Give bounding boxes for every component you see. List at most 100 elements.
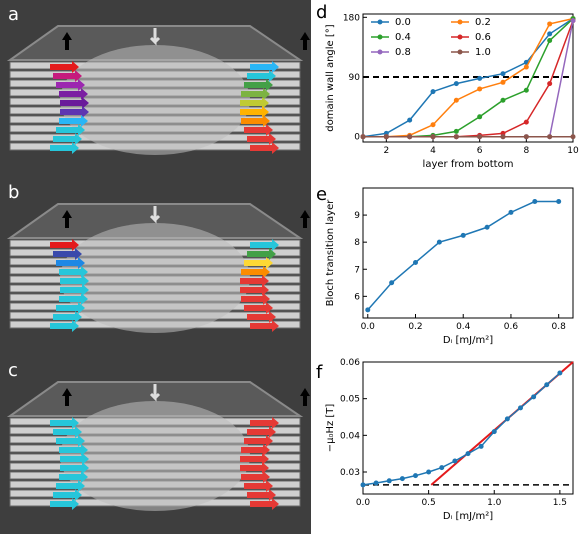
spin-arrow-left-wall xyxy=(59,115,88,127)
y-axis-label: domain wall angle [°] xyxy=(325,24,336,131)
y-tick-label: 0.06 xyxy=(340,358,360,368)
data-point xyxy=(465,451,471,457)
data-point xyxy=(570,134,576,140)
chart-f: f 0.0 0.5 1.0 1.5 0.03 0.04 0.05 0.06 Dᵢ [mJ/m²]… xyxy=(316,358,574,522)
spin-arrow-right-wall xyxy=(250,417,279,429)
legend-marker xyxy=(457,34,463,40)
data-point xyxy=(532,199,538,205)
x-tick-label: 4 xyxy=(430,146,436,156)
panel-label-d: d xyxy=(316,2,327,23)
spin-arrow-right-wall xyxy=(247,133,276,145)
spin-arrow-left-wall xyxy=(59,266,88,278)
spin-arrow-right-wall xyxy=(244,302,273,314)
spin-arrow-left-wall xyxy=(50,417,79,429)
x-tick-label: 6 xyxy=(477,146,483,156)
data-point xyxy=(453,97,459,103)
spin-arrow-right-wall xyxy=(250,142,279,154)
spin-arrow-right-wall xyxy=(241,444,270,456)
spin-arrow-left-wall xyxy=(59,88,88,100)
data-point xyxy=(518,405,523,411)
data-point xyxy=(570,18,576,24)
data-point xyxy=(430,134,436,140)
spin-arrow-left-wall xyxy=(60,97,89,109)
data-point xyxy=(478,443,484,449)
series-line xyxy=(362,372,561,486)
spin-arrow-left-wall xyxy=(59,293,88,305)
data-point xyxy=(491,429,497,435)
spin-arrow-left-wall xyxy=(56,480,85,492)
spin-arrow-right-wall xyxy=(244,79,273,91)
series-line xyxy=(362,18,574,138)
data-point xyxy=(523,134,529,140)
x-tick-label: 0.0 xyxy=(356,498,371,508)
x-tick-label: 1.5 xyxy=(553,498,567,508)
x-axis-label: layer from bottom xyxy=(423,159,514,170)
spin-arrow-right-wall xyxy=(244,124,273,136)
x-tick-label: 10 xyxy=(567,146,579,156)
legend-label: 1.0 xyxy=(475,47,491,58)
spin-arrow-left-wall xyxy=(56,302,85,314)
data-point xyxy=(426,469,432,475)
y-axis-label: −μ₀Hz [T] xyxy=(325,404,336,453)
y-tick-label: 6 xyxy=(354,292,360,302)
y-tick-label: 0 xyxy=(354,133,360,143)
spin-arrow-up xyxy=(62,210,72,228)
x-tick-label: 2 xyxy=(383,146,389,156)
spin-arrow-right-wall xyxy=(250,239,279,251)
x-tick-label: 0.8 xyxy=(552,322,567,332)
data-point xyxy=(413,473,418,479)
spin-arrow-left-wall xyxy=(60,453,89,465)
spin-arrow-right-wall xyxy=(241,88,270,100)
data-point xyxy=(523,87,529,93)
y-tick-label: 0.03 xyxy=(340,468,360,478)
legend-marker xyxy=(377,19,383,25)
spin-arrow-right-wall xyxy=(244,480,273,492)
data-point xyxy=(365,307,371,313)
spin-arrow-right-wall xyxy=(247,426,276,438)
spin-arrow-right-wall xyxy=(241,115,270,127)
spin-arrow-left-wall xyxy=(56,79,85,91)
panel-e-plot: e 0.0 0.2 0.4 0.6 0.8 6 7 8 9 Dᵢ [mJ/m²] Bloch tra… xyxy=(311,178,581,356)
x-tick-label: 8 xyxy=(523,146,529,156)
spin-arrow-right-wall xyxy=(241,266,270,278)
x-tick-label: 0.5 xyxy=(421,498,435,508)
data-point xyxy=(531,394,537,400)
x-tick-label: 0.6 xyxy=(504,322,519,332)
spin-arrow-left-wall xyxy=(60,284,89,296)
panel-label-f: f xyxy=(316,362,323,383)
data-point xyxy=(504,416,510,422)
y-tick-label: 7 xyxy=(354,265,360,275)
chart-d: d 2 4 6 8 10 0 90 180 layer from bottom domain wa… xyxy=(316,2,579,170)
spin-arrow-right-wall xyxy=(241,293,270,305)
spin-arrow-left-wall xyxy=(53,489,82,501)
data-point xyxy=(477,86,483,92)
chart-e: e 0.0 0.2 0.4 0.6 0.8 6 7 8 9 Dᵢ [mJ/m²] Bloch tra… xyxy=(316,184,574,346)
panel-f-plot: f 0.0 0.5 1.0 1.5 0.03 0.04 0.05 0.06 Dᵢ [mJ/m²]… xyxy=(311,356,581,534)
data-point xyxy=(547,21,553,27)
stack-shape xyxy=(6,381,304,511)
spin-arrow-right-wall xyxy=(244,257,273,269)
x-axis-label: Dᵢ [mJ/m²] xyxy=(443,335,493,346)
spin-arrow-left-wall xyxy=(50,239,79,251)
spin-arrow-left-wall xyxy=(50,61,79,73)
spin-arrow-up xyxy=(300,388,310,406)
data-point xyxy=(453,81,459,87)
spin-arrow-right-wall xyxy=(247,248,276,260)
data-point xyxy=(500,134,506,140)
spin-arrow-left-wall xyxy=(60,106,89,118)
spin-arrow-left-wall xyxy=(50,498,79,510)
panel-label-a: a xyxy=(8,4,19,25)
spin-arrow-left-wall xyxy=(50,320,79,332)
spin-arrow-up xyxy=(300,210,310,228)
panel-a-image: a xyxy=(0,0,311,178)
spin-arrow-left-wall xyxy=(53,426,82,438)
data-point xyxy=(453,128,459,134)
spin-arrow-left-wall xyxy=(53,70,82,82)
spin-arrow-left-wall xyxy=(60,275,89,287)
panel-c-stack: c xyxy=(6,360,310,511)
spin-arrow-right-wall xyxy=(250,61,279,73)
x-tick-label: 0.2 xyxy=(408,322,422,332)
data-point xyxy=(360,134,366,140)
data-point xyxy=(556,199,562,205)
spin-arrow-center xyxy=(149,28,161,46)
